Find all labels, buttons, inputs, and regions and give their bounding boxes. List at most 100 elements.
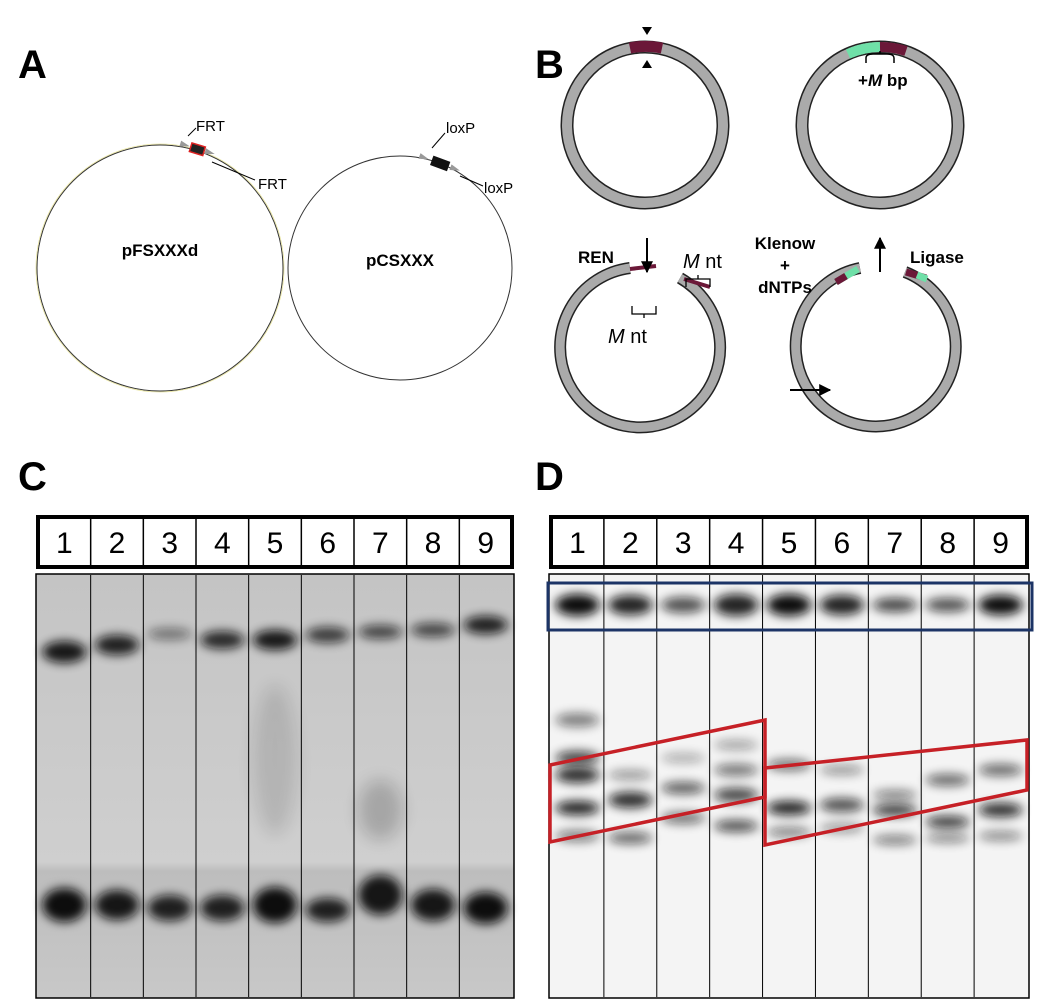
gel-band	[252, 630, 298, 650]
gel-band	[713, 594, 759, 616]
lane-label: 4	[728, 527, 745, 560]
gel-band	[94, 890, 140, 920]
plasmid-name: pFSXXXd	[122, 241, 199, 260]
lane-label: 1	[56, 527, 73, 560]
gel-band	[819, 595, 865, 615]
gel-band	[358, 780, 403, 840]
gel-band	[766, 801, 812, 815]
lane-label: 1	[569, 527, 586, 560]
insert-label: +M bp	[858, 71, 908, 90]
step-label: Ligase	[910, 248, 964, 267]
gel-band	[608, 770, 653, 780]
panel-label: C	[18, 455, 47, 499]
gel-band	[42, 641, 87, 663]
gel-band	[147, 895, 192, 921]
gel-band	[555, 801, 600, 815]
lane-label: 6	[319, 527, 336, 560]
gel-band	[978, 595, 1023, 615]
cassette	[188, 141, 207, 157]
gel-band	[252, 887, 298, 923]
lane-label: 5	[267, 527, 284, 560]
plasmid-circle	[36, 144, 284, 392]
gel-band	[555, 713, 600, 727]
gel-band	[305, 898, 350, 922]
lane-label: 7	[886, 527, 903, 560]
gel-band	[410, 623, 456, 637]
lane-label: 3	[675, 527, 692, 560]
lane-label: 6	[834, 527, 851, 560]
gel-band	[872, 835, 917, 845]
gel-band	[555, 767, 600, 783]
step-label: Klenow	[755, 234, 816, 253]
lane-label: 2	[622, 527, 639, 560]
gel-band	[305, 627, 350, 643]
lane-label: 5	[781, 527, 798, 560]
site-label: FRT	[196, 118, 225, 135]
lane-label: 9	[477, 527, 494, 560]
gel-band	[608, 792, 653, 808]
lane-label: 4	[214, 527, 231, 560]
panel-label: D	[535, 455, 564, 499]
gel-band	[872, 804, 917, 816]
gel-band	[94, 635, 140, 655]
gel-band	[766, 827, 812, 837]
gel-band	[713, 764, 759, 776]
gel-band	[358, 625, 403, 639]
gel-band	[661, 782, 706, 794]
gel-band	[978, 764, 1023, 776]
lane-label: 7	[372, 527, 389, 560]
gel-band	[978, 831, 1023, 841]
lane-label: 2	[109, 527, 126, 560]
overhang-label: M nt	[608, 326, 647, 348]
gel-band	[925, 833, 970, 843]
step-label: +	[780, 256, 790, 275]
gel	[549, 574, 1029, 998]
gel-band	[713, 740, 759, 750]
gel-band	[463, 892, 508, 924]
panel-label: B	[535, 43, 564, 87]
step-label: dNTPs	[758, 278, 812, 297]
gel-band	[819, 765, 865, 775]
gel-band	[872, 598, 917, 612]
gel-band	[819, 798, 865, 812]
site-label: FRT	[258, 176, 287, 193]
gel-band	[925, 598, 970, 612]
gel-band	[713, 820, 759, 832]
gel-band	[661, 597, 706, 613]
gel-band	[42, 888, 87, 922]
gel-band	[200, 895, 245, 921]
cassette	[430, 155, 451, 172]
lane-label: 9	[992, 527, 1009, 560]
gel-band	[200, 631, 245, 649]
lane-label: 8	[425, 527, 442, 560]
plasmid-name: pCSXXX	[366, 251, 435, 270]
ring	[795, 40, 965, 210]
overhang-label: M nt	[683, 251, 722, 273]
gel-band	[147, 628, 192, 640]
gel-band	[463, 616, 508, 634]
lane-label: 3	[161, 527, 178, 560]
gel-band	[925, 774, 970, 786]
gel-band	[713, 788, 759, 802]
gel-band	[608, 595, 653, 615]
gel-band	[872, 790, 917, 800]
lane-header	[549, 515, 1029, 569]
gel-band	[252, 685, 298, 835]
step-label: REN	[578, 248, 614, 267]
ring	[560, 27, 730, 210]
site-label: loxP	[484, 180, 513, 197]
gel-band	[608, 832, 653, 844]
gel-band	[661, 753, 706, 763]
gel-band	[978, 803, 1023, 817]
gel-band	[766, 594, 812, 616]
lane-header	[36, 515, 514, 569]
highlight-box	[763, 738, 1029, 848]
gel-band	[925, 816, 970, 828]
plasmid-a2: loxP loxP pCSXXX	[287, 120, 513, 381]
site-label: loxP	[446, 120, 475, 137]
plasmid-circle	[287, 155, 513, 381]
gel-band	[410, 889, 456, 921]
gel-band	[358, 875, 403, 915]
highlight-box	[546, 581, 1034, 632]
